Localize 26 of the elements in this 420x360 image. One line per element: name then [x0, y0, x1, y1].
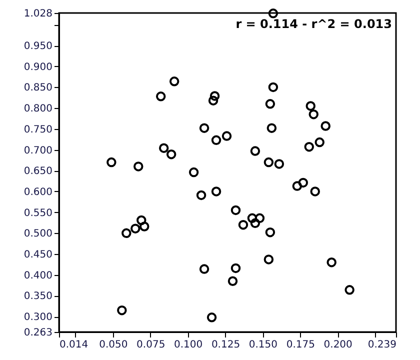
y-tick-label: 0.750 [24, 124, 52, 136]
y-tick-label: 0.300 [24, 312, 52, 324]
y-tick-label: 0.400 [24, 270, 52, 282]
x-tick-label: 0.125 [211, 340, 240, 350]
x-tick-label: 0.239 [368, 340, 396, 350]
y-tick-label: 0.850 [24, 82, 52, 94]
y-tick-label: 1.028 [24, 8, 52, 20]
x-tick-label: 0.175 [286, 340, 315, 350]
annotation: r = 0.114 - r^2 = 0.013 [236, 17, 392, 31]
x-tick-label: 0.050 [99, 340, 128, 350]
x-tick-label: 0.100 [174, 340, 203, 350]
x-tick-label: 0.150 [248, 340, 278, 350]
x-tick-label: 0.075 [136, 340, 166, 350]
y-tick-label: 0.500 [24, 228, 52, 240]
x-tick-label: 0.014 [60, 340, 88, 350]
y-tick-label: 0.600 [24, 186, 52, 198]
y-tick-label: 0.263 [24, 328, 52, 338]
y-tick-label: 0.350 [24, 291, 52, 302]
y-tick-label: 0.450 [24, 250, 52, 261]
y-tick-label: 0.950 [24, 41, 52, 52]
y-tick-label: 0.800 [24, 104, 52, 115]
x-tick-label: 0.200 [324, 340, 352, 350]
y-tick-label: 0.700 [24, 145, 52, 156]
y-tick-label: 0.650 [24, 166, 52, 178]
y-tick-label: 0.550 [24, 208, 52, 219]
y-tick-label: 0.900 [24, 62, 52, 73]
